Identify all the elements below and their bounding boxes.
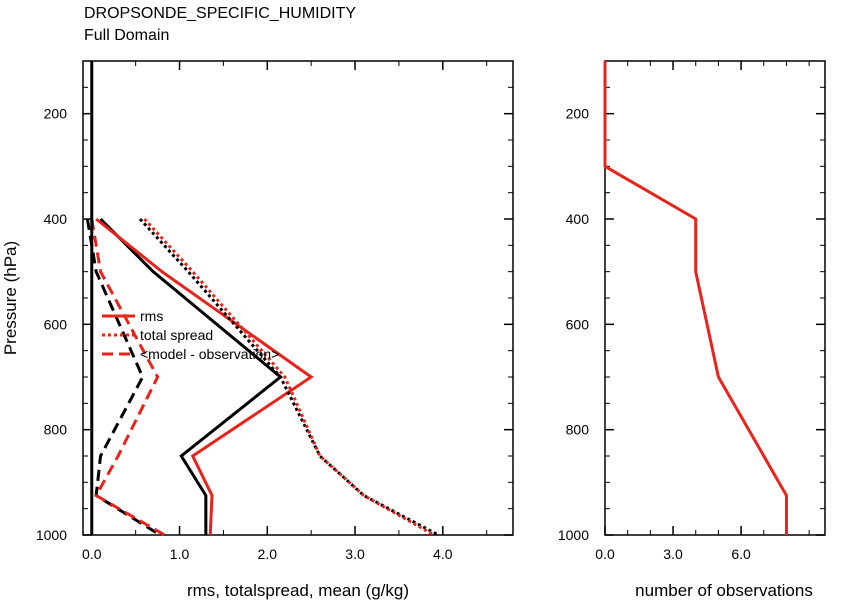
observations-posterior-line bbox=[603, 61, 788, 535]
y-tick-label: 200 bbox=[566, 106, 590, 122]
model-observation-posterior-line bbox=[90, 218, 166, 537]
y-tick-label: 400 bbox=[566, 211, 590, 227]
y-tick-label: 800 bbox=[566, 422, 590, 438]
rms-posterior-line bbox=[95, 217, 314, 536]
right-x-axis-label: number of observations bbox=[635, 581, 813, 600]
left-lines bbox=[85, 61, 440, 537]
y-tick-label: 800 bbox=[44, 422, 68, 438]
right-lines bbox=[603, 61, 788, 535]
x-tick-label: 0.0 bbox=[82, 546, 102, 562]
legend-label: <model - observation> bbox=[140, 346, 279, 362]
x-tick-label: 6.0 bbox=[731, 546, 751, 562]
x-tick-label: 3.0 bbox=[663, 546, 683, 562]
x-tick-label: 0.0 bbox=[595, 546, 615, 562]
x-tick-label: 1.0 bbox=[170, 546, 190, 562]
legend: rms total spread <model - observation> bbox=[102, 308, 279, 362]
right-panel: 0.0 3.0 6.0 200 400 600 800 1000 number of obse… bbox=[558, 60, 826, 600]
y-tick-label: 600 bbox=[44, 316, 68, 332]
y-tick-label: 200 bbox=[44, 106, 68, 122]
legend-label: total spread bbox=[140, 327, 213, 343]
left-ticks: 0.0 1.0 2.0 3.0 4.0 200 400 600 800 1000 bbox=[36, 60, 513, 562]
legend-label: rms bbox=[140, 308, 163, 324]
right-ticks: 0.0 3.0 6.0 200 400 600 800 1000 bbox=[558, 60, 825, 562]
y-tick-label: 1000 bbox=[36, 527, 67, 543]
total-spread-prior-line bbox=[138, 217, 440, 537]
x-tick-label: 4.0 bbox=[433, 546, 453, 562]
right-plot-frame bbox=[604, 60, 826, 536]
chart-title: DROPSONDE_SPECIFIC_HUMIDITY bbox=[84, 5, 356, 22]
left-plot-frame bbox=[82, 60, 514, 536]
y-tick-label: 400 bbox=[44, 211, 68, 227]
model-observation-prior-line bbox=[85, 218, 162, 537]
left-panel: 0.0 1.0 2.0 3.0 4.0 200 400 600 800 1000 rms total… bbox=[1, 60, 514, 600]
x-tick-label: 3.0 bbox=[345, 546, 365, 562]
left-x-axis-label: rms, totalspread, mean (g/kg) bbox=[187, 581, 409, 600]
x-tick-label: 2.0 bbox=[258, 546, 278, 562]
chart-subtitle: Full Domain bbox=[84, 27, 169, 44]
rms-prior-line bbox=[99, 217, 283, 535]
y-tick-label: 600 bbox=[566, 316, 590, 332]
total-spread-posterior-line bbox=[143, 217, 435, 537]
y-tick-label: 1000 bbox=[558, 527, 589, 543]
y-axis-label: Pressure (hPa) bbox=[1, 241, 20, 355]
